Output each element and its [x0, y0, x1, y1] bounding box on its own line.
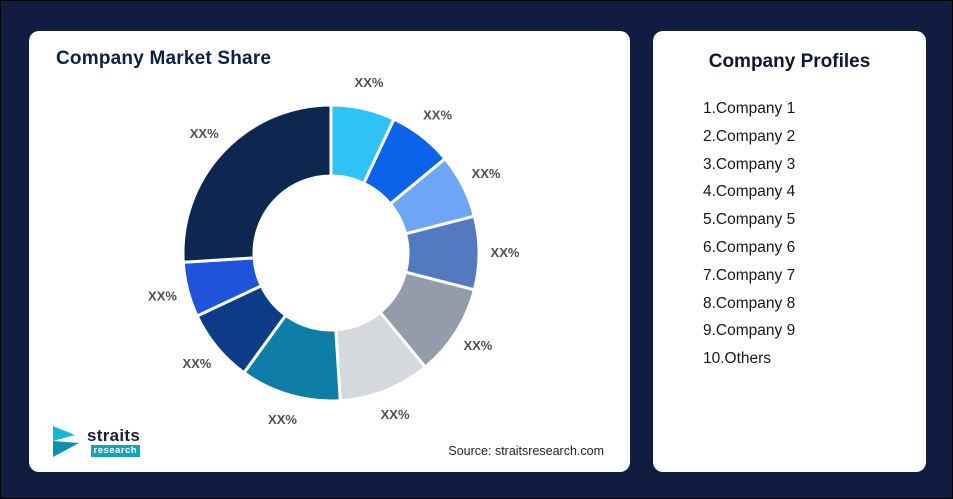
slice-label-8: XX% [182, 356, 211, 371]
list-item: 10.Others [703, 350, 772, 368]
slice-label-9: XX% [148, 288, 177, 303]
slice-label-7: XX% [268, 412, 297, 427]
list-item: 1.Company 1 [703, 100, 796, 117]
profile-list: 1.Company 1 2.Company 2 3.Company 3 4.Compa… [703, 95, 926, 373]
slice-label-6: XX% [381, 407, 410, 422]
slice-label-4: XX% [491, 245, 520, 260]
donut-chart: XX% XX% XX% XX% XX% XX% XX% XX% XX% XX% [148, 75, 520, 427]
logo-subtitle: research [90, 445, 141, 457]
list-item: 4.Company 4 [703, 183, 796, 201]
straits-research-logo: straits research [51, 426, 141, 458]
list-item: 2.Company 2 [703, 127, 796, 145]
list-item: 9.Company 9 [703, 322, 796, 340]
chart-title: Company Market Share [56, 48, 272, 69]
list-item: 5.Company 5 [703, 211, 796, 229]
company-profiles-card: Company Profiles 1.Company 1 2.Company 2 3… [653, 31, 926, 472]
list-item: 6.Company 6 [703, 238, 796, 256]
slice-label-2: XX% [423, 108, 452, 123]
list-item: 7.Company 7 [703, 266, 796, 284]
list-item: 3.Company 3 [703, 155, 796, 173]
donut-slices [181, 103, 481, 403]
donut-labels: XX% XX% XX% XX% XX% XX% XX% XX% XX% XX% [148, 75, 520, 427]
logo-arrow-icon [53, 426, 79, 457]
logo-text: straits research [87, 426, 141, 457]
profiles-title: Company Profiles [708, 51, 871, 72]
slice-label-3: XX% [472, 166, 501, 181]
donut-slice-10 [181, 103, 333, 264]
market-share-card: Company Market Share XX% XX% XX% XX% XX% XX% X… [29, 31, 630, 472]
source-text: Source: straitsresearch.com [448, 444, 604, 458]
logo-name: straits [87, 426, 141, 446]
slice-label-1: XX% [355, 75, 384, 90]
slice-label-5: XX% [463, 338, 492, 353]
list-item: 8.Company 8 [703, 294, 796, 312]
slice-label-10: XX% [190, 126, 219, 141]
